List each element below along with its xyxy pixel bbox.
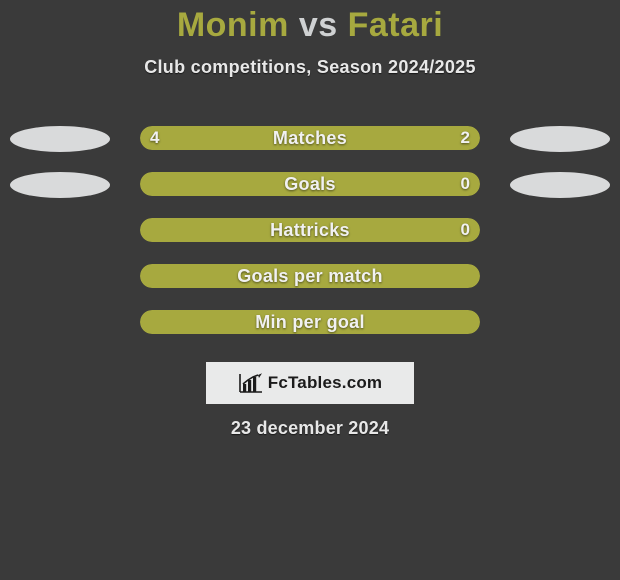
bar-track: Min per goal bbox=[140, 310, 480, 334]
comparison-rows: 42Matches 0Goals 0Hattricks Goals per match… bbox=[0, 118, 620, 348]
bar-fill-right bbox=[367, 126, 480, 150]
bar-fill bbox=[140, 172, 480, 196]
brand-badge: FcTables.com bbox=[206, 362, 414, 404]
bar-fill bbox=[140, 310, 480, 334]
player1-marker bbox=[10, 126, 110, 152]
subtitle: Club competitions, Season 2024/2025 bbox=[0, 57, 620, 78]
comparison-row: 0Hattricks bbox=[0, 210, 620, 256]
comparison-row: 0Goals bbox=[0, 164, 620, 210]
comparison-row: Goals per match bbox=[0, 256, 620, 302]
date-label: 23 december 2024 bbox=[0, 418, 620, 439]
player2-marker bbox=[510, 126, 610, 152]
brand-text: FcTables.com bbox=[268, 373, 383, 393]
title-vs: vs bbox=[299, 6, 338, 44]
title-player1: Monim bbox=[177, 6, 289, 44]
player1-marker bbox=[10, 172, 110, 198]
comparison-row: Min per goal bbox=[0, 302, 620, 348]
bar-fill bbox=[140, 264, 480, 288]
comparison-card: Monim vs Fatari Club competitions, Seaso… bbox=[0, 0, 620, 580]
page-title: Monim vs Fatari bbox=[0, 6, 620, 45]
bar-fill bbox=[140, 218, 480, 242]
comparison-row: 42Matches bbox=[0, 118, 620, 164]
title-player2: Fatari bbox=[348, 6, 444, 44]
bar-track: 42Matches bbox=[140, 126, 480, 150]
bar-track: 0Goals bbox=[140, 172, 480, 196]
player2-marker bbox=[510, 172, 610, 198]
bar-track: Goals per match bbox=[140, 264, 480, 288]
bar-track: 0Hattricks bbox=[140, 218, 480, 242]
bar-chart-icon bbox=[238, 372, 264, 394]
bar-fill-left bbox=[140, 126, 367, 150]
